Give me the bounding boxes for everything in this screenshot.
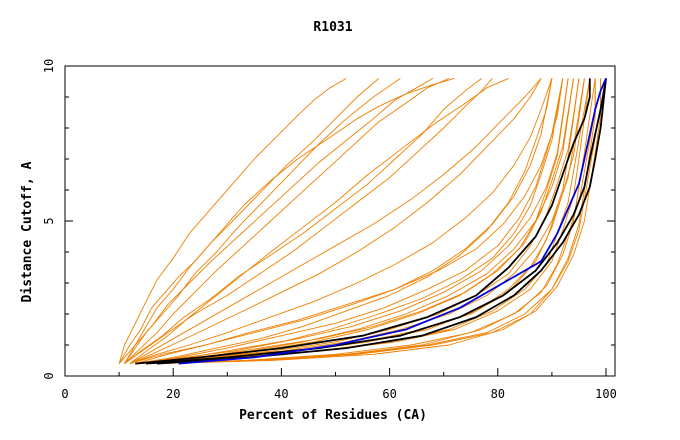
series-line-orange-20 — [129, 78, 542, 364]
x-tick-label: 0 — [61, 387, 68, 401]
series-line-orange-6 — [129, 78, 553, 365]
series-line-orange-15 — [129, 78, 553, 365]
x-axis-label: Percent of Residues (CA) — [239, 408, 427, 423]
y-tick-label: 5 — [42, 217, 56, 224]
y-tick-label: 10 — [42, 59, 56, 73]
series-line-orange-23 — [162, 78, 602, 365]
tick-layer: 0 20 40 60 80 100 0 5 10 — [42, 59, 617, 401]
series-line-blue-35 — [178, 78, 607, 365]
series-line-orange-28 — [118, 78, 347, 364]
x-tick-label: 100 — [595, 387, 617, 401]
series-line-orange-30 — [156, 78, 596, 365]
x-tick-label: 20 — [166, 387, 180, 401]
series-line-orange-22 — [151, 78, 596, 365]
series-line-orange-2 — [124, 78, 401, 364]
series-line-orange-9 — [140, 78, 569, 365]
series-line-orange-27 — [135, 78, 569, 365]
series-line-black-32 — [135, 78, 591, 365]
series-line-orange-3 — [124, 77, 450, 364]
series-line-orange-21 — [135, 78, 564, 365]
series-line-orange-19 — [124, 78, 482, 364]
series-layer — [118, 77, 607, 365]
series-line-orange-5 — [129, 78, 542, 365]
series-line-orange-7 — [135, 78, 553, 365]
series-line-orange-4 — [129, 77, 509, 364]
x-tick-label: 80 — [491, 387, 505, 401]
y-axis-label: Distance Cutoff, A — [20, 161, 35, 302]
series-line-orange-25 — [140, 78, 580, 365]
series-line-orange-10 — [140, 78, 580, 365]
series-line-orange-8 — [135, 78, 564, 365]
series-line-orange-13 — [151, 78, 596, 365]
chart-title: R1031 — [313, 20, 352, 35]
x-tick-label: 40 — [274, 387, 288, 401]
series-line-orange-0 — [118, 77, 455, 364]
series-line-orange-24 — [124, 78, 493, 364]
y-tick-label: 0 — [42, 372, 56, 379]
x-tick-label: 60 — [382, 387, 396, 401]
series-line-orange-16 — [135, 78, 564, 365]
series-line-orange-1 — [118, 78, 380, 364]
series-line-orange-29 — [124, 78, 434, 364]
series-line-black-34 — [156, 78, 607, 365]
